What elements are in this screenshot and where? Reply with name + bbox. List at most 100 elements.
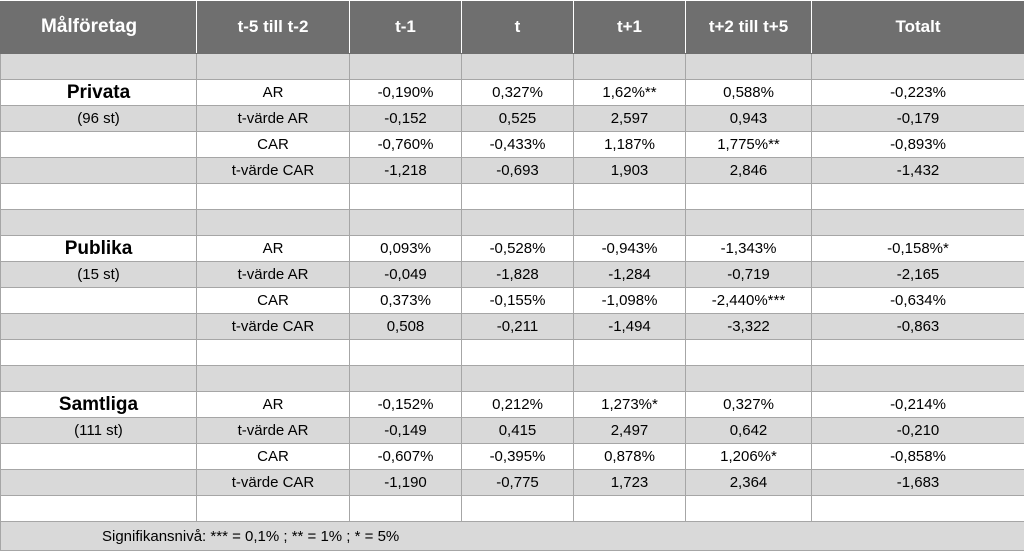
row-label: CAR — [197, 132, 350, 158]
row-label: t-värde AR — [197, 106, 350, 132]
header-cell: t-5 till t-2 — [197, 1, 350, 54]
header-cell: Totalt — [812, 1, 1024, 54]
group-name: Samtliga — [1, 392, 197, 418]
value-cell: 0,212% — [462, 392, 574, 418]
value-cell: 0,588% — [686, 80, 812, 106]
value-cell: 1,723 — [574, 470, 686, 496]
empty-cell — [686, 54, 812, 80]
value-cell: 0,373% — [350, 288, 462, 314]
value-cell: -0,893% — [812, 132, 1024, 158]
value-cell: -0,179 — [812, 106, 1024, 132]
row-label: AR — [197, 80, 350, 106]
value-cell: -0,693 — [462, 158, 574, 184]
value-cell: -1,432 — [812, 158, 1024, 184]
table-row: CAR-0,607%-0,395%0,878%1,206%*-0,858%0,3… — [1, 444, 1024, 470]
value-cell: 0,415 — [462, 418, 574, 444]
value-cell: -1,494 — [574, 314, 686, 340]
value-cell: 1,273%* — [574, 392, 686, 418]
empty-cell — [574, 366, 686, 392]
empty-cell — [574, 340, 686, 366]
group-count: (96 st) — [1, 106, 197, 132]
value-cell: -1,284 — [574, 262, 686, 288]
empty-cell — [350, 366, 462, 392]
header-cell: t-1 — [350, 1, 462, 54]
row-label: AR — [197, 392, 350, 418]
footnote-row: Signifikansnivå: *** = 0,1% ; ** = 1% ; … — [1, 522, 1024, 551]
empty-cell — [1, 184, 197, 210]
value-cell: -1,828 — [462, 262, 574, 288]
value-cell: 2,497 — [574, 418, 686, 444]
empty-cell — [462, 184, 574, 210]
group-name: Publika — [1, 236, 197, 262]
empty-cell — [1, 54, 197, 80]
spacer-row — [1, 340, 1024, 366]
header-cell: t+2 till t+5 — [686, 1, 812, 54]
empty-cell — [462, 210, 574, 236]
empty-cell — [350, 210, 462, 236]
group-name: Privata — [1, 80, 197, 106]
header-row: Målföretag t-5 till t-2 t-1 t t+1 t+2 ti… — [1, 1, 1024, 54]
value-cell: 2,597 — [574, 106, 686, 132]
empty-cell — [350, 340, 462, 366]
value-cell: -0,158%* — [812, 236, 1024, 262]
empty-cell — [812, 54, 1024, 80]
value-cell: -0,152% — [350, 392, 462, 418]
value-cell: -0,863 — [812, 314, 1024, 340]
row-label: AR — [197, 236, 350, 262]
empty-cell — [686, 366, 812, 392]
table-row: CAR-0,760%-0,433%1,187%1,775%**-0,893%0,… — [1, 132, 1024, 158]
table-row: t-värde CAR-1,218-0,6931,9032,846-1,4321… — [1, 158, 1024, 184]
empty-cell — [574, 184, 686, 210]
row-label: t-värde AR — [197, 262, 350, 288]
value-cell: 0,943 — [686, 106, 812, 132]
row-label: t-värde CAR — [197, 470, 350, 496]
empty-cell — [197, 210, 350, 236]
value-cell: -0,760% — [350, 132, 462, 158]
value-cell: -0,210 — [812, 418, 1024, 444]
value-cell: -1,683 — [812, 470, 1024, 496]
value-cell: 1,206%* — [686, 444, 812, 470]
value-cell: -0,152 — [350, 106, 462, 132]
value-cell: 0,327% — [462, 80, 574, 106]
header-cell: t+1 — [574, 1, 686, 54]
value-cell: -1,098% — [574, 288, 686, 314]
row-label: CAR — [197, 444, 350, 470]
value-cell: -0,155% — [462, 288, 574, 314]
empty-cell — [197, 54, 350, 80]
value-cell: -0,395% — [462, 444, 574, 470]
empty-cell — [1, 288, 197, 314]
row-label: t-värde CAR — [197, 158, 350, 184]
value-cell: 2,846 — [686, 158, 812, 184]
empty-cell — [462, 54, 574, 80]
empty-cell — [812, 340, 1024, 366]
value-cell: -0,433% — [462, 132, 574, 158]
empty-cell — [812, 366, 1024, 392]
value-cell: -0,190% — [350, 80, 462, 106]
value-cell: 0,642 — [686, 418, 812, 444]
empty-cell — [574, 54, 686, 80]
empty-cell — [1, 158, 197, 184]
empty-cell — [574, 210, 686, 236]
value-cell: -0,943% — [574, 236, 686, 262]
value-cell: -0,528% — [462, 236, 574, 262]
value-cell: -0,149 — [350, 418, 462, 444]
table-row: (15 st)t-värde AR-0,049-1,828-1,284-0,71… — [1, 262, 1024, 288]
spacer-row — [1, 184, 1024, 210]
value-cell: -0,634% — [812, 288, 1024, 314]
empty-cell — [1, 444, 197, 470]
empty-cell — [1, 366, 197, 392]
value-cell: 1,775%** — [686, 132, 812, 158]
row-label: CAR — [197, 288, 350, 314]
value-cell: -1,218 — [350, 158, 462, 184]
empty-cell — [197, 366, 350, 392]
value-cell: -0,211 — [462, 314, 574, 340]
empty-cell — [197, 184, 350, 210]
value-cell: -0,223% — [812, 80, 1024, 106]
empty-cell — [462, 340, 574, 366]
